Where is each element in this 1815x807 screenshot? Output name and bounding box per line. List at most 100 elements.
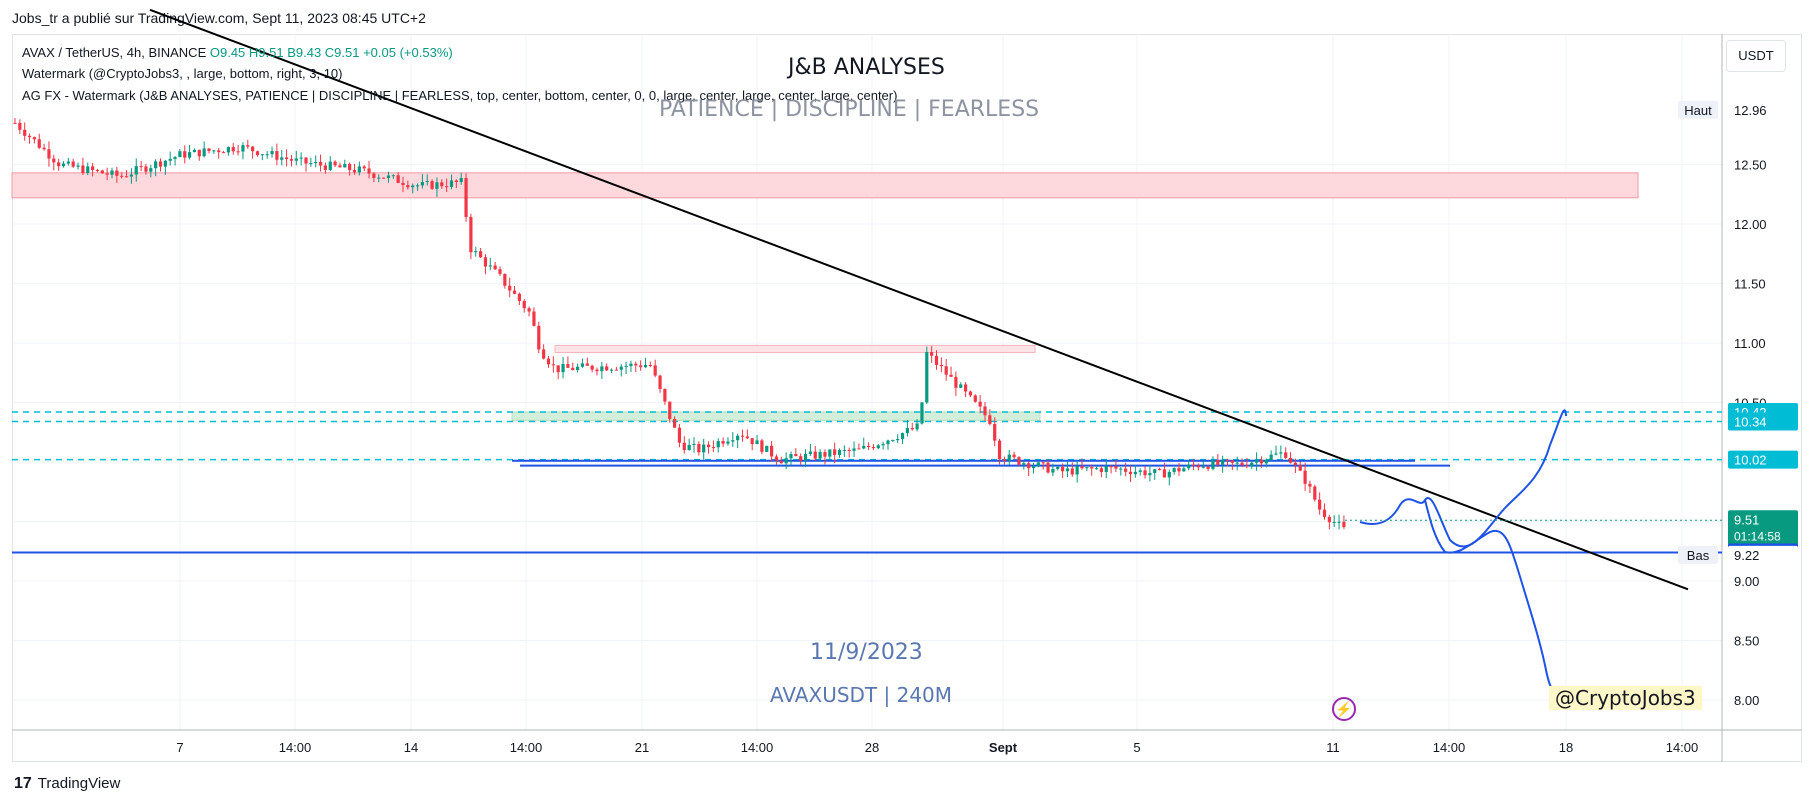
candle-body <box>571 367 575 371</box>
candle-body <box>1017 457 1021 465</box>
candle-body <box>648 365 652 367</box>
candle-body <box>668 401 672 419</box>
candle-body <box>750 438 754 445</box>
candle-body <box>813 451 817 459</box>
candle-body <box>711 447 715 449</box>
candle-body <box>512 290 517 294</box>
candle-body <box>226 147 230 153</box>
candle-body <box>95 169 100 171</box>
candle-body <box>614 369 618 371</box>
indicator-watermark-1[interactable]: Watermark (@CryptoJobs3, , large, bottom… <box>22 66 343 81</box>
candle-body <box>411 185 415 188</box>
candle-body <box>1201 466 1205 468</box>
candle-body <box>469 217 473 253</box>
candle-body <box>1250 462 1254 467</box>
price-tag-value: 9.22 <box>1734 548 1759 563</box>
candle-body <box>561 364 565 373</box>
candle-body <box>1206 466 1210 469</box>
candle-body <box>600 366 604 372</box>
candle-body <box>415 185 420 187</box>
candle-body <box>188 152 192 158</box>
candle-body <box>1143 470 1147 476</box>
candle-body <box>430 181 434 189</box>
candle-body <box>362 166 366 169</box>
price-tag[interactable] <box>1728 412 1798 431</box>
x-tick-label: 28 <box>865 740 879 755</box>
candle-body <box>857 448 861 450</box>
candle-body <box>1075 466 1079 475</box>
candle-body <box>1332 521 1336 523</box>
candle-body <box>212 150 216 152</box>
candle-body <box>115 170 119 176</box>
price-tag-countdown: 01:14:58 <box>1734 529 1781 543</box>
price-tag[interactable] <box>1728 545 1798 564</box>
candle-body <box>23 129 27 136</box>
candle-body <box>61 163 66 167</box>
candle-body <box>930 352 934 356</box>
x-tick-label: 21 <box>635 740 649 755</box>
candle-body <box>755 440 759 445</box>
candle-body <box>818 452 822 459</box>
ohlc-values: O9.45 H9.51 B9.43 C9.51 +0.05 (+0.53%) <box>209 45 453 60</box>
price-tag-value: 9.51 <box>1734 512 1759 527</box>
candle-body <box>91 166 95 170</box>
candle-body <box>1065 468 1070 472</box>
candle-body <box>532 311 536 326</box>
candle-body <box>163 160 167 167</box>
candle-body <box>867 445 871 447</box>
candle-body <box>1153 469 1157 473</box>
candle-body <box>309 163 313 165</box>
publisher-header: Jobs_tr a publié sur TradingView.com, Se… <box>12 10 426 26</box>
candle-body <box>978 401 982 407</box>
candle-body <box>1318 499 1322 510</box>
candle-body <box>328 161 332 170</box>
candle-body <box>299 157 303 159</box>
candle-body <box>1342 521 1346 528</box>
candle-body <box>221 152 226 154</box>
candle-body <box>692 443 696 445</box>
candle-body <box>910 428 914 430</box>
candle-body <box>517 293 521 301</box>
bolt-icon[interactable]: ⚡ <box>1332 697 1356 721</box>
candle-body <box>377 177 381 179</box>
price-tag[interactable] <box>1728 450 1798 469</box>
watermark-date: 11/9/2023 <box>810 640 923 665</box>
projection-path-up[interactable] <box>1359 409 1567 548</box>
candle-body <box>217 150 221 153</box>
candle-body <box>546 358 551 365</box>
watermark-handle: @CryptoJobs3 <box>1549 686 1702 710</box>
indicator-watermark-2[interactable]: AG FX - Watermark (J&B ANALYSES, PATIENC… <box>22 88 898 103</box>
candle-body <box>401 182 405 186</box>
candle-body <box>1046 462 1050 473</box>
candle-body <box>629 363 633 366</box>
resistance-zone <box>554 344 1036 354</box>
candle-body <box>1221 459 1225 465</box>
candle-body <box>440 182 444 187</box>
x-tick-label: 14:00 <box>510 740 543 755</box>
watermark-subtitle: PATIENCE | DISCIPLINE | FEARLESS <box>659 97 1040 122</box>
trend-line[interactable] <box>149 8 1689 591</box>
watermark-title: J&B ANALYSES <box>788 55 945 80</box>
candle-body <box>32 137 36 140</box>
candle-body <box>770 445 774 457</box>
price-tag[interactable] <box>1728 510 1798 547</box>
price-tag[interactable] <box>1728 100 1798 119</box>
candle-body <box>609 369 614 371</box>
candle-body <box>120 175 124 177</box>
tradingview-logo[interactable]: 17 TradingView <box>14 775 120 793</box>
candle-body <box>134 166 138 175</box>
symbol-name[interactable]: AVAX / TetherUS, 4h, BINANCE <box>22 45 207 60</box>
candle-body <box>1182 468 1186 472</box>
projection-path-down[interactable] <box>1424 499 1571 701</box>
candle-body <box>318 161 323 166</box>
candle-body <box>643 365 648 368</box>
candle-body <box>173 157 177 159</box>
candle-body <box>464 178 468 218</box>
y-tick-label: 8.50 <box>1734 634 1759 649</box>
candle-body <box>527 308 531 312</box>
candle-body <box>1216 459 1220 465</box>
candle-body <box>973 395 977 402</box>
candle-body <box>454 180 458 183</box>
currency-unit-button[interactable]: USDT <box>1726 40 1786 72</box>
